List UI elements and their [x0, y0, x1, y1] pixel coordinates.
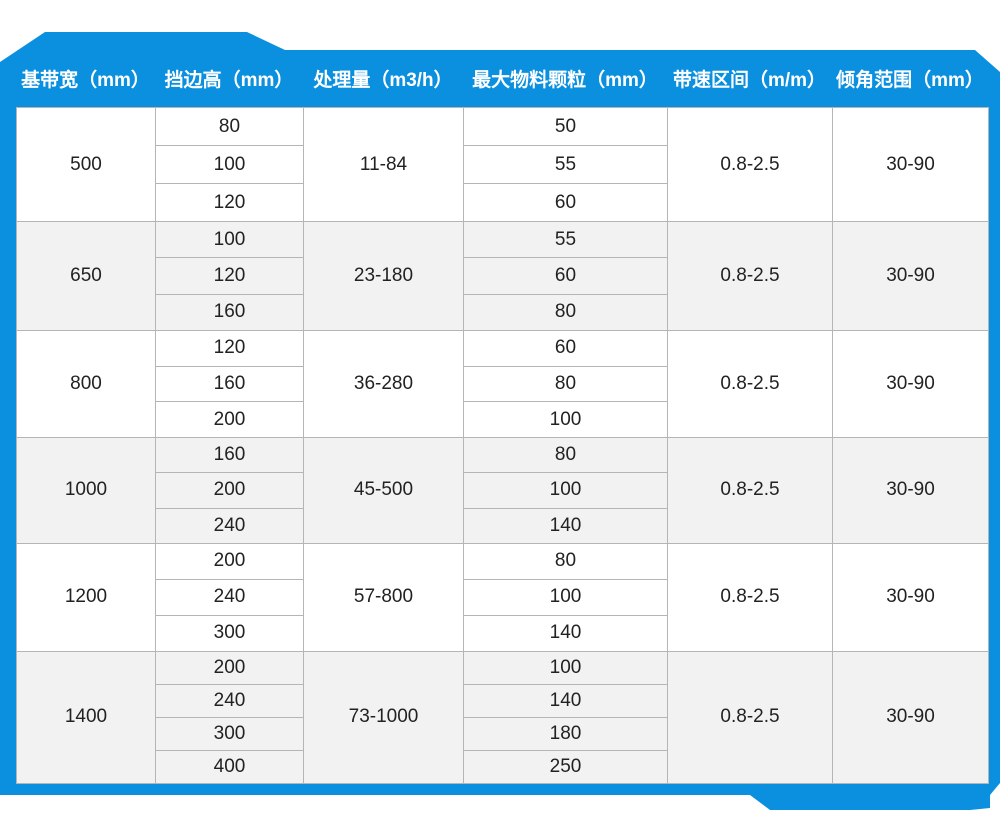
- cell-incline-angle: 30-90: [832, 436, 989, 544]
- table-row: 1200 200 57-800 80 0.8-2.5 30-90: [16, 542, 989, 652]
- cell-sidewall-height: 100: [155, 145, 304, 184]
- table-row: 160 80: [17, 365, 989, 403]
- table-row: 240 100: [17, 578, 989, 616]
- cell-sidewall-height: 200: [155, 542, 304, 580]
- table-row: 1400 200 73-1000 100 0.8-2.5 30-90: [16, 650, 989, 784]
- cell-max-particle: 60: [463, 183, 668, 222]
- table-row: 200 100: [17, 472, 989, 509]
- cell-sidewall-height: 240: [155, 507, 304, 544]
- cell-max-particle: 180: [463, 716, 668, 751]
- cell-incline-angle: 30-90: [832, 107, 989, 222]
- cell-sidewall-height: 160: [155, 293, 304, 331]
- cell-max-particle: 100: [463, 401, 668, 438]
- cell-max-particle: 50: [463, 107, 668, 146]
- cell-capacity: 57-800: [303, 542, 464, 652]
- table-row: 800 120 36-280 60 0.8-2.5 30-90: [16, 329, 989, 438]
- cell-sidewall-height: 200: [155, 472, 304, 509]
- header-capacity: 处理量（m3/h）: [313, 70, 453, 91]
- cell-max-particle: 100: [463, 472, 668, 509]
- cell-belt-speed: 0.8-2.5: [667, 542, 833, 652]
- cell-belt-speed: 0.8-2.5: [667, 436, 833, 544]
- cell-sidewall-height: 200: [155, 401, 304, 438]
- cell-belt-width: 1200: [16, 542, 156, 652]
- table-row: 400 250: [17, 749, 989, 784]
- cell-belt-speed: 0.8-2.5: [667, 221, 833, 331]
- cell-max-particle: 55: [463, 145, 668, 184]
- cell-capacity: 23-180: [303, 221, 464, 331]
- cell-sidewall-height: 300: [155, 614, 304, 652]
- table-row: 300 180: [17, 716, 989, 751]
- cell-incline-angle: 30-90: [832, 329, 989, 438]
- cell-max-particle: 140: [463, 614, 668, 652]
- cell-max-particle: 140: [463, 683, 668, 718]
- cell-belt-width: 1400: [16, 650, 156, 784]
- cell-sidewall-height: 120: [155, 183, 304, 222]
- cell-belt-speed: 0.8-2.5: [667, 329, 833, 438]
- cell-sidewall-height: 200: [155, 650, 304, 685]
- cell-belt-width: 500: [16, 107, 156, 222]
- cell-incline-angle: 30-90: [832, 221, 989, 331]
- cell-sidewall-height: 240: [155, 683, 304, 718]
- table-row: 650 100 23-180 55 0.8-2.5 30-90: [16, 220, 989, 331]
- cell-capacity: 45-500: [303, 436, 464, 544]
- table-row: 120 60: [17, 183, 989, 222]
- cell-sidewall-height: 120: [155, 257, 304, 295]
- frame-accent-line: [987, 49, 1000, 63]
- table-row: 120 60: [17, 257, 989, 295]
- cell-capacity: 73-1000: [303, 650, 464, 784]
- cell-max-particle: 100: [463, 650, 668, 685]
- cell-max-particle: 80: [463, 365, 668, 403]
- cell-sidewall-height: 240: [155, 578, 304, 616]
- table-row: 1000 160 45-500 80 0.8-2.5 30-90: [16, 436, 989, 544]
- cell-capacity: 11-84: [303, 107, 464, 222]
- cell-sidewall-height: 160: [155, 436, 304, 474]
- cell-sidewall-height: 400: [155, 749, 304, 784]
- cell-belt-width: 650: [16, 221, 156, 331]
- cell-capacity: 36-280: [303, 329, 464, 438]
- cell-belt-width: 1000: [16, 436, 156, 544]
- table-row: 200 100: [17, 401, 989, 438]
- table-row: 160 80: [17, 293, 989, 331]
- cell-belt-speed: 0.8-2.5: [667, 650, 833, 784]
- cell-max-particle: 80: [463, 436, 668, 474]
- header-belt-width: 基带宽（mm）: [21, 70, 150, 91]
- header-max-particle: 最大物料颗粒（mm）: [472, 70, 658, 91]
- table-row: 240 140: [17, 507, 989, 544]
- table-row: 100 55: [17, 145, 989, 184]
- cell-sidewall-height: 80: [155, 107, 304, 146]
- cell-max-particle: 60: [463, 257, 668, 295]
- header-sidewall-height: 挡边高（mm）: [164, 70, 294, 91]
- cell-max-particle: 80: [463, 542, 668, 580]
- header-incline-angle: 倾角范围（mm）: [836, 70, 984, 91]
- cell-max-particle: 80: [463, 293, 668, 331]
- cell-sidewall-height: 120: [155, 329, 304, 367]
- cell-max-particle: 250: [463, 749, 668, 784]
- spec-table: 500 80 11-84 50 0.8-2.5 30-90 100 55 120 60 650 100…: [16, 107, 989, 784]
- header-belt-speed: 带速区间（m/m）: [672, 70, 827, 91]
- cell-incline-angle: 30-90: [832, 650, 989, 784]
- cell-max-particle: 55: [463, 220, 668, 259]
- cell-sidewall-height: 160: [155, 365, 304, 403]
- cell-max-particle: 140: [463, 507, 668, 544]
- table-row: 500 80 11-84 50 0.8-2.5 30-90: [16, 107, 989, 222]
- table-row: 240 140: [17, 683, 989, 718]
- cell-sidewall-height: 100: [155, 220, 304, 259]
- cell-sidewall-height: 300: [155, 716, 304, 751]
- cell-belt-speed: 0.8-2.5: [667, 107, 833, 222]
- cell-max-particle: 60: [463, 329, 668, 367]
- cell-max-particle: 100: [463, 578, 668, 616]
- cell-belt-width: 800: [16, 329, 156, 438]
- cell-incline-angle: 30-90: [832, 542, 989, 652]
